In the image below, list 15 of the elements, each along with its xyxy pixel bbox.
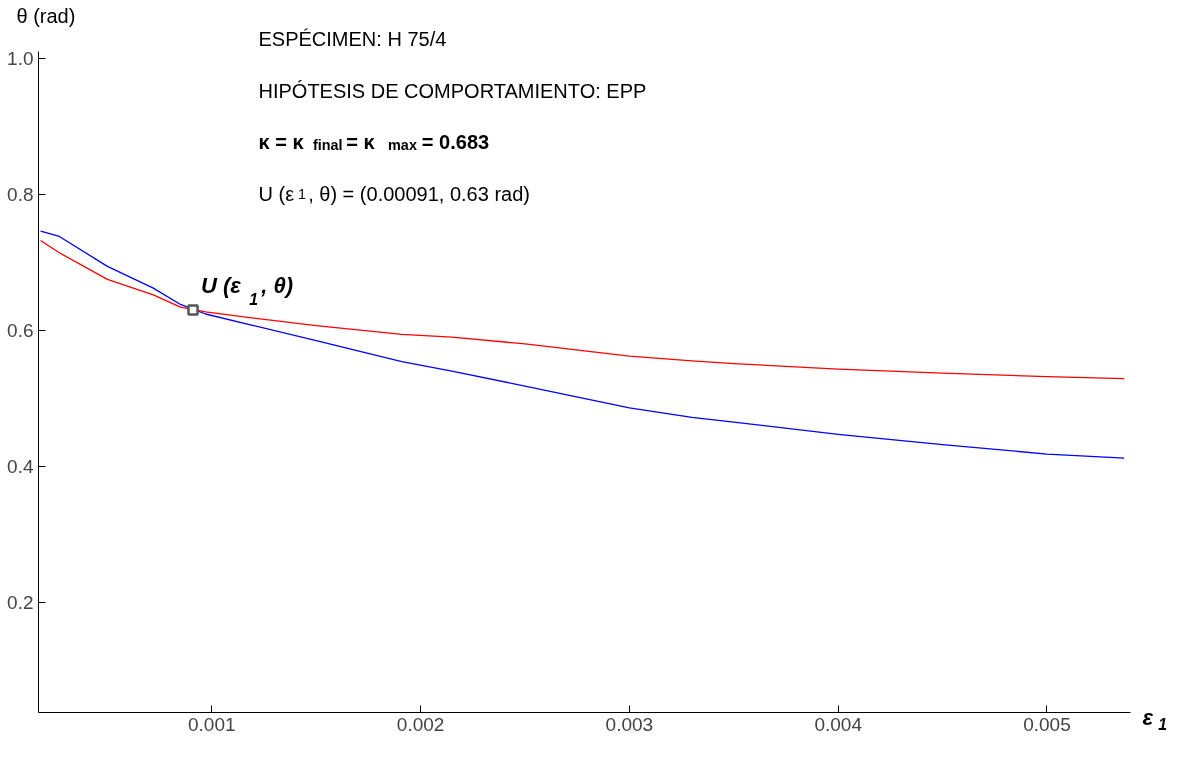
y-tick-label: 0.6 xyxy=(7,319,34,341)
x-tick-label: 0.005 xyxy=(1023,713,1071,735)
text: ESPÉCIMEN: H 75/4 xyxy=(258,27,447,50)
y-tick-label: 0.2 xyxy=(7,591,34,613)
line-series xyxy=(39,239,1125,380)
annotation: HIPÓTESIS DE COMPORTAMIENTO: EPP xyxy=(258,79,647,102)
x-tick-label: 0.002 xyxy=(396,713,445,735)
x-tick-label: 0.001 xyxy=(188,713,236,735)
x-tick-label: 0.003 xyxy=(605,713,654,735)
line-series xyxy=(39,230,1125,459)
y-tick-label: 1.0 xyxy=(7,47,34,69)
y-tick-label: 0.4 xyxy=(7,455,34,477)
y-tick-label: 0.8 xyxy=(7,183,34,205)
x-tick-label: 0.004 xyxy=(814,713,863,735)
y-axis-title: θ (rad) xyxy=(16,4,76,27)
